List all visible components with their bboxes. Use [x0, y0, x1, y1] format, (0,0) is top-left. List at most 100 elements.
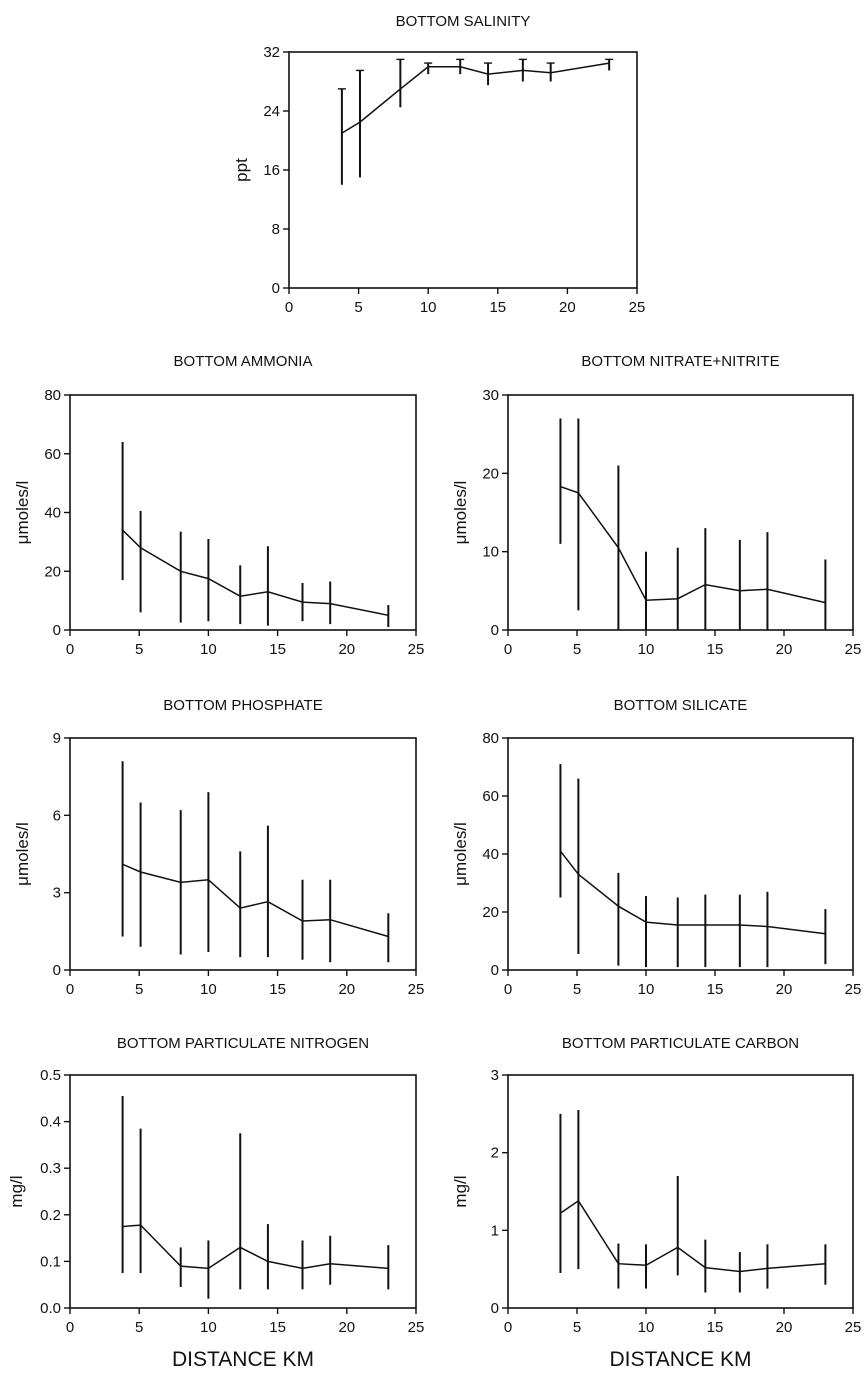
y-tick-label: 0 — [272, 280, 280, 297]
chart-title: BOTTOM SALINITY — [396, 13, 531, 30]
chart-title: BOTTOM PARTICULATE CARBON — [562, 1035, 799, 1052]
x-tick-label: 20 — [338, 641, 355, 658]
chart-panel-7: BOTTOM PARTICULATE CARBON 0 5 10 15 20 25 0 1 2 3 m… — [451, 1035, 861, 1371]
chart-panel-5: BOTTOM SILICATE 0 5 10 15 20 25 0 20 40 60 80 μmoles… — [451, 697, 861, 998]
y-axis-label: μmoles/l — [451, 822, 470, 886]
x-tick-label: 5 — [135, 641, 143, 658]
x-tick-label: 5 — [135, 981, 143, 998]
x-tick-label: 10 — [200, 981, 217, 998]
series-line — [341, 62, 610, 134]
y-tick-label: 0 — [491, 622, 499, 639]
y-tick-label: 0.0 — [40, 1300, 61, 1317]
y-tick-label: 0 — [53, 622, 61, 639]
y-tick-label: 3 — [53, 885, 61, 902]
y-tick-label: 30 — [482, 387, 499, 404]
x-tick-label: 5 — [135, 1319, 143, 1336]
x-tick-label: 5 — [573, 981, 581, 998]
plot-frame — [69, 737, 417, 971]
x-axis-label: DISTANCE KM — [172, 1348, 314, 1371]
y-tick-label: 10 — [482, 544, 499, 561]
plot-frame — [507, 394, 854, 631]
x-tick-label: 20 — [338, 981, 355, 998]
series-line — [559, 850, 826, 935]
x-tick-label: 5 — [573, 1319, 581, 1336]
y-tick-label: 0 — [491, 1300, 499, 1317]
x-tick-label: 25 — [408, 981, 425, 998]
y-tick-label: 60 — [482, 788, 499, 805]
y-tick-label: 16 — [263, 162, 280, 179]
y-tick-label: 60 — [44, 446, 61, 463]
x-tick-label: 10 — [638, 981, 655, 998]
x-tick-label: 20 — [776, 1319, 793, 1336]
x-tick-label: 25 — [845, 1319, 862, 1336]
y-tick-label: 80 — [482, 730, 499, 747]
y-tick-label: 0.5 — [40, 1067, 61, 1084]
plot-frame — [507, 1074, 854, 1309]
series-line — [559, 1199, 826, 1273]
chart-title: BOTTOM AMMONIA — [174, 353, 313, 370]
x-tick-label: 0 — [66, 641, 74, 658]
y-tick-label: 6 — [53, 807, 61, 824]
x-tick-label: 0 — [66, 981, 74, 998]
x-tick-label: 10 — [638, 641, 655, 658]
y-tick-label: 20 — [482, 904, 499, 921]
x-tick-label: 20 — [338, 1319, 355, 1336]
y-tick-label: 40 — [44, 505, 61, 522]
x-tick-label: 25 — [408, 641, 425, 658]
y-tick-label: 0.3 — [40, 1160, 61, 1177]
x-tick-label: 25 — [845, 981, 862, 998]
y-tick-label: 40 — [482, 846, 499, 863]
x-tick-label: 20 — [559, 299, 576, 316]
series-line — [560, 485, 826, 604]
y-tick-label: 0.4 — [40, 1114, 61, 1131]
x-tick-label: 0 — [66, 1319, 74, 1336]
chart-panel-4: BOTTOM PHOSPHATE 0 5 10 15 20 25 0 3 6 9 μmoles/l — [13, 697, 424, 998]
x-tick-label: 0 — [504, 641, 512, 658]
x-tick-label: 25 — [408, 1319, 425, 1336]
x-tick-label: 0 — [285, 299, 293, 316]
x-tick-label: 25 — [845, 641, 862, 658]
x-tick-label: 20 — [776, 981, 793, 998]
x-tick-label: 10 — [638, 1319, 655, 1336]
x-tick-label: 10 — [200, 641, 217, 658]
y-tick-label: 0.2 — [40, 1207, 61, 1224]
chart-title: BOTTOM PARTICULATE NITROGEN — [117, 1035, 369, 1052]
series-line — [122, 1224, 389, 1270]
series-line — [122, 529, 389, 617]
x-tick-label: 25 — [629, 299, 646, 316]
x-tick-label: 10 — [200, 1319, 217, 1336]
x-tick-label: 5 — [573, 641, 581, 658]
plot-frame — [69, 1074, 417, 1309]
series-line — [122, 863, 389, 938]
y-tick-label: 1 — [491, 1222, 499, 1239]
chart-panel-6: BOTTOM PARTICULATE NITROGEN 0 5 10 15 20 25 0.0… — [7, 1035, 424, 1371]
x-tick-label: 15 — [269, 1319, 286, 1336]
y-tick-label: 0 — [53, 962, 61, 979]
y-axis-label: μmoles/l — [451, 481, 470, 545]
x-tick-label: 0 — [504, 981, 512, 998]
x-tick-label: 10 — [420, 299, 437, 316]
y-tick-label: 2 — [491, 1145, 499, 1162]
y-tick-label: 80 — [44, 387, 61, 404]
x-tick-label: 15 — [707, 641, 724, 658]
x-tick-label: 0 — [504, 1319, 512, 1336]
x-tick-label: 15 — [707, 981, 724, 998]
y-axis-label: ppt — [232, 158, 251, 182]
y-tick-label: 24 — [263, 103, 280, 120]
chart-panel-1: BOTTOM SALINITY 0 5 10 15 20 25 0 8 16 24 32 ppt — [232, 13, 645, 316]
y-tick-label: 0.1 — [40, 1253, 61, 1270]
y-axis-label: mg/l — [7, 1175, 26, 1207]
chart-panel-3: BOTTOM NITRATE+NITRITE 0 5 10 15 20 25 0 10 20 30 μ… — [451, 353, 861, 658]
chart-title: BOTTOM PHOSPHATE — [163, 697, 322, 714]
chart-panel-2: BOTTOM AMMONIA 0 5 10 15 20 25 0 20 40 60 80 μmoles/… — [13, 353, 424, 658]
y-tick-label: 8 — [272, 221, 280, 238]
y-tick-label: 32 — [263, 44, 280, 61]
x-tick-label: 15 — [707, 1319, 724, 1336]
y-tick-label: 3 — [491, 1067, 499, 1084]
y-axis-label: μmoles/l — [13, 822, 32, 886]
y-axis-label: μmoles/l — [13, 481, 32, 545]
y-tick-label: 0 — [491, 962, 499, 979]
x-tick-label: 15 — [269, 981, 286, 998]
y-tick-label: 9 — [53, 730, 61, 747]
